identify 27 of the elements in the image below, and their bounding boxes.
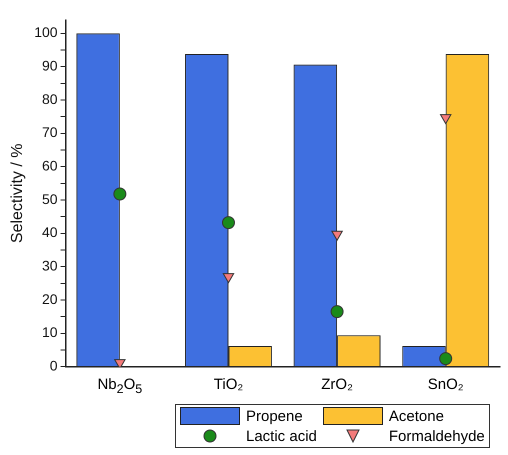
x-tick-label: TiO₂ [214, 376, 244, 393]
point [330, 305, 344, 318]
y-tick-label: 90 [42, 58, 58, 74]
x-tick-label: Nb$_{2}$O$_{5}$ [97, 376, 142, 396]
y-tick-label: 70 [42, 124, 58, 140]
point [331, 230, 343, 241]
y-tick-label: 80 [42, 90, 58, 107]
y-tick-label: 10 [42, 324, 58, 340]
y-tick-label: 0 [50, 357, 58, 374]
y-axis-title: Selectivity / % [9, 144, 26, 244]
point [113, 187, 126, 200]
x-tick-label: ZrO₂ [321, 376, 353, 393]
y-tick-label: 100 [34, 24, 58, 40]
y-tick-label: 60 [42, 158, 58, 174]
y-tick-label: 20 [42, 290, 58, 307]
point [439, 352, 452, 366]
x-tick-label: SnO₂ [428, 376, 464, 393]
y-tick-label: 40 [42, 224, 58, 240]
legend-label: Formaldehyde [388, 428, 485, 444]
legend-label: Acetone [388, 408, 444, 424]
y-tick-label: 50 [42, 190, 58, 207]
legend-label: Lactic acid [246, 428, 317, 444]
y-tick-label: 30 [42, 257, 58, 274]
point [222, 216, 235, 230]
legend-label: Propene [246, 408, 303, 424]
point [222, 273, 234, 284]
point [440, 114, 452, 124]
